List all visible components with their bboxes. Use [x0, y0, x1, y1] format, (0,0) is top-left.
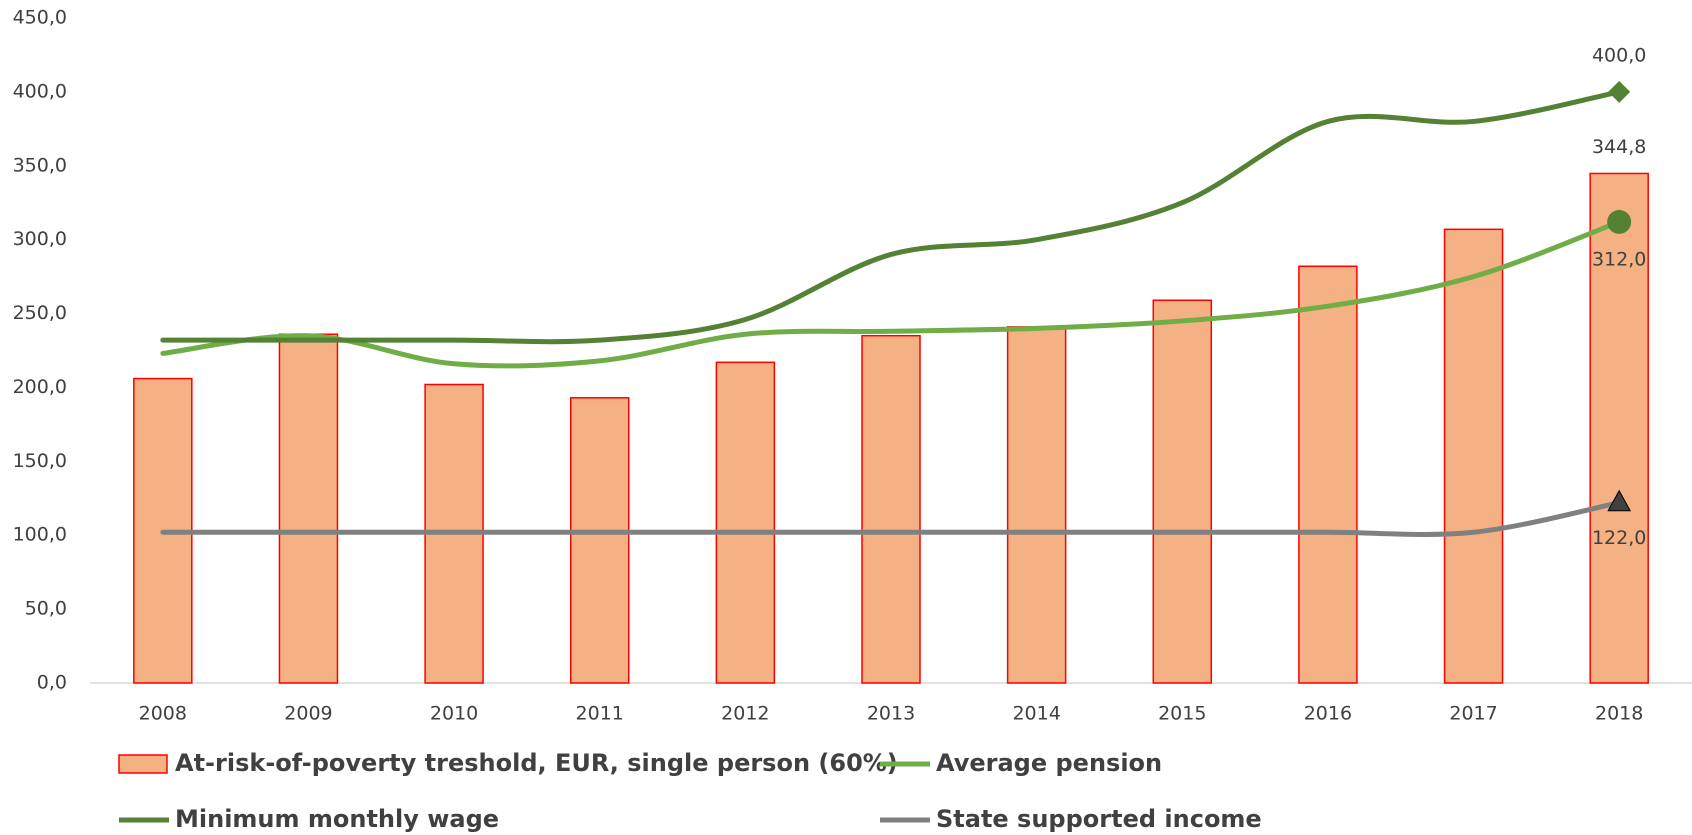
x-tick-label: 2010: [430, 703, 478, 725]
data-label: 122,0: [1592, 527, 1646, 549]
x-tick-label: 2012: [721, 703, 769, 725]
data-label: 344,8: [1592, 136, 1646, 158]
bar: [1299, 266, 1357, 683]
x-tick-label: 2009: [284, 703, 332, 725]
y-tick-label: 0,0: [37, 672, 67, 694]
y-tick-label: 350,0: [13, 154, 67, 176]
y-tick-label: 50,0: [25, 598, 67, 620]
legend-label: At-risk-of-poverty treshold, EUR, single…: [175, 749, 898, 777]
bar: [571, 398, 629, 683]
bar: [279, 334, 337, 683]
data-label: 400,0: [1592, 44, 1646, 66]
legend-swatch: [119, 755, 167, 773]
legend-label: Minimum monthly wage: [175, 805, 499, 833]
x-tick-label: 2011: [576, 703, 624, 725]
x-tick-label: 2014: [1012, 703, 1060, 725]
x-tick-label: 2008: [139, 703, 187, 725]
y-tick-label: 150,0: [13, 450, 67, 472]
y-tick-label: 400,0: [13, 80, 67, 102]
y-tick-label: 450,0: [13, 7, 67, 29]
y-tick-label: 250,0: [13, 302, 67, 324]
x-tick-label: 2015: [1158, 703, 1206, 725]
x-tick-label: 2018: [1595, 703, 1643, 725]
line: [163, 92, 1619, 342]
bar: [1008, 327, 1066, 683]
bar: [1153, 300, 1211, 683]
y-tick-label: 200,0: [13, 376, 67, 398]
marker: [1607, 210, 1631, 234]
legend-label: Average pension: [936, 749, 1162, 777]
chart: 0,0 50,0 100,0 150,0 200,0 250,0 300,0 350,0 400…: [0, 0, 1692, 835]
y-tick-label: 100,0: [13, 524, 67, 546]
x-tick-label: 2017: [1449, 703, 1497, 725]
marker: [1608, 81, 1630, 103]
x-tick-label: 2016: [1304, 703, 1352, 725]
data-label: 312,0: [1592, 248, 1646, 270]
bar: [862, 336, 920, 683]
bar: [1445, 229, 1503, 683]
x-tick-label: 2013: [867, 703, 915, 725]
y-tick-label: 300,0: [13, 228, 67, 250]
bar: [716, 362, 774, 683]
legend-label: State supported income: [936, 805, 1262, 833]
